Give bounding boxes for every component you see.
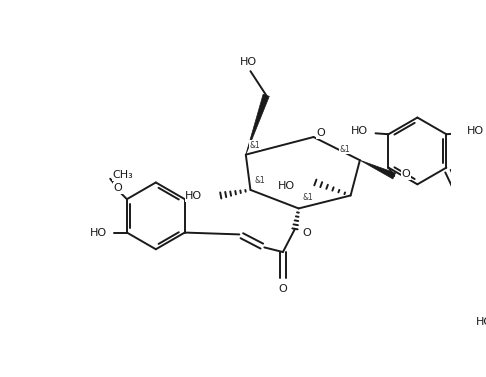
Text: O: O [316, 128, 325, 138]
Text: O: O [113, 183, 122, 193]
Polygon shape [360, 160, 396, 179]
Text: &1: &1 [302, 193, 313, 202]
Text: &1: &1 [340, 144, 350, 153]
Polygon shape [246, 94, 269, 155]
Text: CH₃: CH₃ [112, 170, 133, 180]
Text: &1: &1 [254, 176, 265, 185]
Text: HO: HO [185, 192, 202, 201]
Text: HO: HO [89, 228, 106, 238]
Text: HO: HO [467, 126, 484, 136]
Text: HO: HO [278, 181, 295, 191]
Text: O: O [302, 228, 311, 238]
Text: O: O [401, 169, 410, 179]
Text: O: O [278, 284, 287, 294]
Text: HO: HO [240, 57, 257, 67]
Text: &1: &1 [249, 141, 260, 150]
Text: HO: HO [351, 126, 368, 136]
Text: HO: HO [476, 317, 486, 326]
